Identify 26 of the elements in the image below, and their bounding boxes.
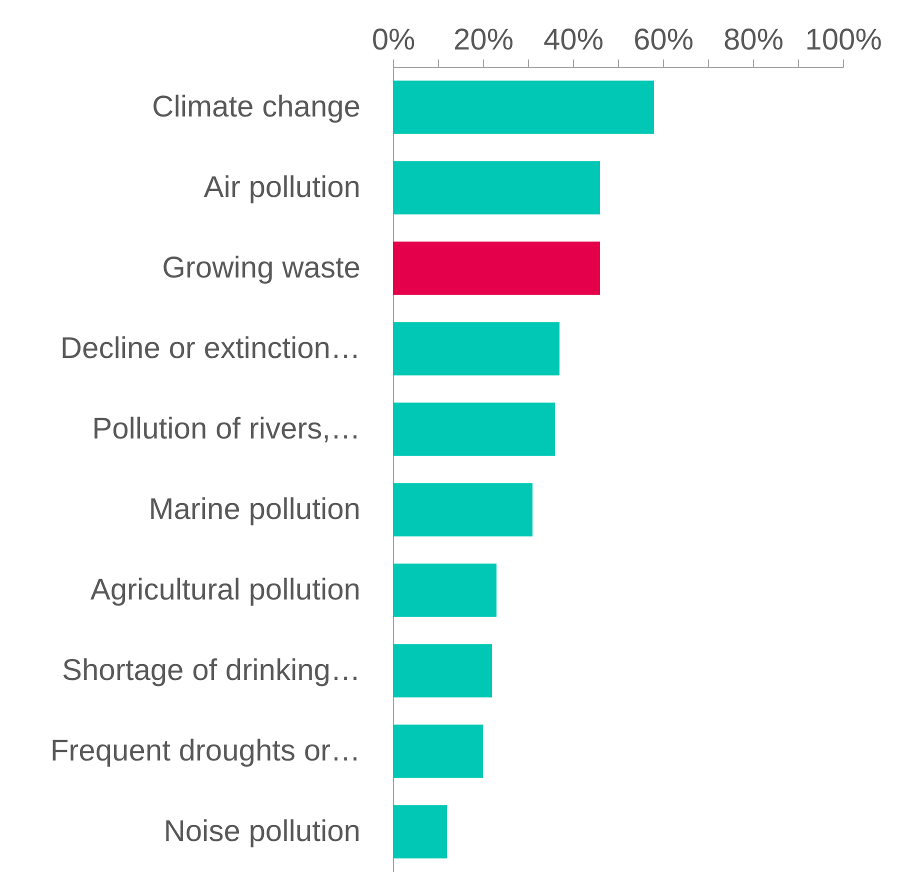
x-tick-label: 0% (372, 24, 416, 56)
y-tick-label: Noise pollution (164, 814, 360, 848)
bar (393, 402, 555, 456)
bar (393, 161, 600, 214)
x-tick-label: 20% (453, 24, 514, 56)
x-tick-label: 40% (543, 24, 604, 56)
y-tick-label: Agricultural pollution (90, 573, 360, 606)
bar (393, 80, 654, 134)
bar (393, 724, 483, 778)
bar (393, 322, 560, 376)
x-tick-label: 80% (723, 24, 784, 56)
y-tick-label: Decline or extinction… (60, 332, 360, 365)
y-tick-label: Shortage of drinking… (62, 654, 360, 687)
bar (393, 483, 532, 536)
y-tick-label: Frequent droughts or… (50, 734, 360, 768)
x-tick-label: 100% (805, 24, 882, 56)
y-tick-label: Air pollution (204, 170, 360, 204)
y-tick-label: Pollution of rivers,… (92, 412, 360, 446)
bar (393, 644, 492, 698)
bar (393, 805, 447, 858)
bar (393, 564, 496, 617)
y-tick-label: Climate change (152, 90, 360, 124)
x-tick-label: 60% (633, 24, 694, 56)
y-tick-label: Marine pollution (148, 492, 360, 526)
bar (393, 242, 600, 295)
y-tick-label: Growing waste (162, 251, 360, 284)
